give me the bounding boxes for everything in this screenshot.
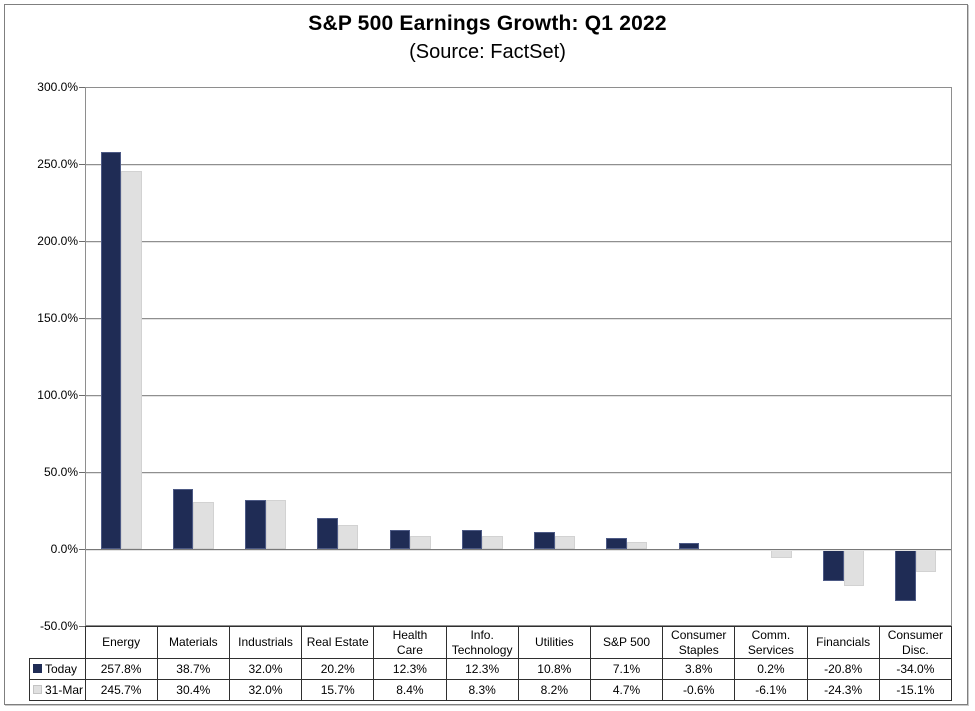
y-axis-tick [79,549,85,550]
table-header-cell-consumer-staples: Consumer Staples [662,626,736,659]
table-header-cell-real-estate: Real Estate [301,626,375,659]
gridline-100 [86,395,951,396]
zero-axis-line [86,549,951,550]
y-axis-label: 0.0% [50,542,78,556]
gridline-50 [86,472,951,473]
series-name-label: 31-Mar [45,682,84,697]
gridline-150 [86,318,951,319]
chart-frame-border [4,4,968,705]
table-header-cell-industrials: Industrials [228,626,303,659]
bar-31-mar-energy [121,170,142,549]
table-series-row-31-mar: 31-Mar 245.7% 30.4% 32.0% 15.7% 8.4% 8.3% 8.2% 4… [29,679,953,701]
table-value-31-mar-health-care: 8.4% [373,679,447,701]
y-axis-tick [79,318,85,319]
gridline-200 [86,241,951,242]
table-series-row-today: Today 257.8% 38.7% 32.0% 20.2% 12.3% 12.3% 10.8… [29,658,953,680]
y-axis-label: 200.0% [37,234,78,248]
table-value-31-mar-info-technology: 8.3% [445,679,519,701]
y-axis-tick [79,87,85,88]
y-axis-tick [79,472,85,473]
table-value-today-consumer-disc: -34.0% [878,658,953,680]
legend-cell-31-mar: 31-Mar [29,679,86,701]
table-corner-cell [30,627,86,659]
table-value-today-real-estate: 20.2% [301,658,375,680]
table-value-today-financials: -20.8% [806,658,880,680]
table-header-cell-consumer-disc: Consumer Disc. [878,626,953,659]
table-value-today-consumer-staples: 3.8% [662,658,736,680]
y-axis-tick [79,395,85,396]
bar-today-utilities [534,532,555,549]
bar-31-mar-materials [193,502,214,549]
table-value-today-s-p-500: 7.1% [589,658,664,680]
bar-31-mar-industrials [265,499,287,549]
bar-31-mar-info-technology [482,536,503,549]
table-header-cell-materials: Materials [156,626,230,659]
today-series-swatch [33,663,42,673]
table-value-31-mar-consumer-staples: -0.6% [662,679,736,701]
bar-31-mar-comm-services [771,549,792,559]
data-table: Energy Materials Industrials Real Estate Hea… [29,626,953,701]
table-header-cell-comm-services: Comm. Services [734,626,808,659]
table-value-31-mar-consumer-disc: -15.1% [878,679,953,701]
table-header-cell-financials: Financials [806,626,880,659]
table-value-today-info-technology: 12.3% [445,658,519,680]
y-axis-tick [79,626,85,627]
bar-today-industrials [245,499,266,549]
table-header-cell-info-technology: Info. Technology [445,626,519,659]
series-name-label: Today [45,661,78,676]
table-value-today-materials: 38.7% [156,658,230,680]
table-value-31-mar-industrials: 32.0% [228,679,303,701]
bar-today-consumer-staples [678,543,700,549]
y-axis-tick [79,164,85,165]
bar-today-financials [823,549,844,581]
table-value-31-mar-comm-services: -6.1% [734,679,808,701]
bar-today-real-estate [317,517,338,549]
table-header-cell-s-p-500: S&P 500 [589,626,664,659]
table-value-31-mar-financials: -24.3% [806,679,880,701]
y-axis-label: 100.0% [37,388,78,402]
table-value-today-comm-services: 0.2% [734,658,808,680]
table-header-cell-energy: Energy [84,626,158,659]
bar-today-health-care [389,530,411,549]
bar-31-mar-consumer-disc [915,549,937,573]
y-axis-tick [79,241,85,242]
bar-31-mar-utilities [554,536,576,549]
table-value-today-energy: 257.8% [84,658,158,680]
y-axis-label: -50.0% [39,619,78,633]
bar-today-info-technology [461,530,483,549]
table-value-today-health-care: 12.3% [373,658,447,680]
y-axis-label: 250.0% [37,157,78,171]
chart-subtitle: (Source: FactSet) [409,41,566,63]
31-mar-series-swatch [33,684,42,694]
y-axis-label: 50.0% [43,465,78,479]
table-value-31-mar-materials: 30.4% [156,679,230,701]
table-header-cell-health-care: Health Care [373,626,447,659]
table-value-31-mar-utilities: 8.2% [517,679,591,701]
table-value-today-industrials: 32.0% [228,658,303,680]
bar-today-materials [172,489,194,549]
bar-today-energy [100,152,122,549]
table-value-31-mar-energy: 245.7% [84,679,158,701]
table-value-31-mar-real-estate: 15.7% [301,679,375,701]
table-header-cell-utilities: Utilities [517,626,591,659]
table-value-31-mar-s-p-500: 4.7% [589,679,664,701]
plot-area [85,87,952,626]
table-header-row: Energy Materials Industrials Real Estate Hea… [30,626,953,659]
bar-31-mar-health-care [410,536,431,549]
y-axis-label: 150.0% [37,311,78,325]
bar-31-mar-s-p-500 [626,541,648,549]
bar-today-s-p-500 [606,538,627,549]
legend-cell-today: Today [29,658,86,680]
table-value-today-utilities: 10.8% [517,658,591,680]
bar-31-mar-financials [843,549,865,587]
bar-today-consumer-disc [895,549,916,602]
gridline-250 [86,164,951,165]
y-axis-label: 300.0% [37,80,78,94]
chart-title: S&P 500 Earnings Growth: Q1 2022 [308,12,667,35]
bar-31-mar-real-estate [337,524,359,549]
